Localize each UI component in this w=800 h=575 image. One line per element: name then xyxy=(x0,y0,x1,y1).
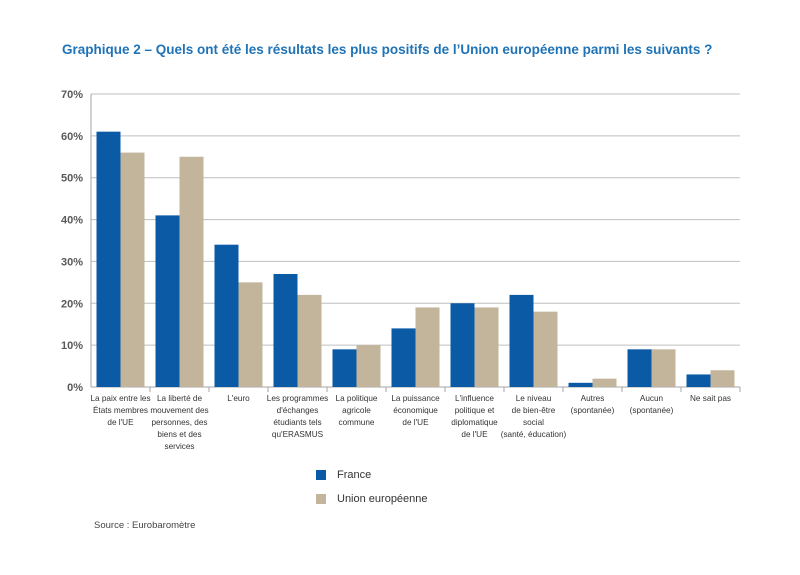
bar-eu xyxy=(592,378,617,387)
y-tick-label: 70% xyxy=(61,89,83,101)
y-tick-label: 0% xyxy=(67,382,83,394)
bar-eu xyxy=(297,294,322,387)
bar-france xyxy=(450,303,475,387)
y-tick-label: 60% xyxy=(61,131,83,143)
x-tick-label: L'influence politique et diplomatique de l'… xyxy=(451,394,498,439)
x-tick-label: Autres (spontanée) xyxy=(571,394,615,415)
y-tick-label: 20% xyxy=(61,298,83,310)
y-tick-label: 40% xyxy=(61,215,83,227)
legend-item-france: France xyxy=(316,467,428,483)
x-tick-label: Aucun (spontanée) xyxy=(630,394,674,415)
legend: France Union européenne xyxy=(316,467,428,507)
bar-france xyxy=(391,328,416,387)
y-tick-label: 50% xyxy=(61,173,83,185)
y-tick-label: 30% xyxy=(61,256,83,268)
bar-eu xyxy=(356,345,381,387)
chart-title: Graphique 2 – Quels ont été les résultat… xyxy=(62,42,713,57)
x-tick-label: Ne sait pas xyxy=(690,394,731,403)
legend-item-eu: Union européenne xyxy=(316,491,428,507)
bar-eu xyxy=(415,307,440,387)
x-tick-label: La puissance économique de l'UE xyxy=(391,394,440,427)
bar-eu xyxy=(238,282,263,387)
bar-eu xyxy=(533,311,558,387)
bar-eu xyxy=(651,349,676,387)
legend-swatch-eu xyxy=(316,494,326,504)
bar-eu xyxy=(120,152,145,387)
bar-france xyxy=(627,349,652,387)
y-tick-label: 10% xyxy=(61,340,83,352)
legend-label-france: France xyxy=(337,469,372,481)
bar-france xyxy=(509,294,534,387)
legend-label-eu: Union européenne xyxy=(337,493,428,505)
x-tick-label: La paix entre les États membres de l'UE xyxy=(90,394,150,427)
x-tick-label: La politique agricole commune xyxy=(336,394,378,427)
bar-france xyxy=(686,374,711,387)
bar-france xyxy=(568,382,593,387)
bar-eu xyxy=(474,307,499,387)
x-tick-label: Le niveau de bien-être social (santé, éduca… xyxy=(501,394,567,439)
source-note: Source : Eurobaromètre xyxy=(94,520,196,531)
bar-eu xyxy=(179,156,204,387)
bar-france xyxy=(155,215,180,387)
x-tick-label: Les programmes d'échanges étudiants tels qu… xyxy=(267,394,328,439)
x-tick-label: L'euro xyxy=(227,394,250,403)
legend-swatch-france xyxy=(316,470,326,480)
bar-eu xyxy=(710,370,735,387)
bar-france xyxy=(332,349,357,387)
bar-france xyxy=(214,244,239,387)
bar-france xyxy=(273,273,298,387)
bar-france xyxy=(96,131,121,387)
x-tick-label: La liberté de mouvement des personnes, des… xyxy=(150,394,208,451)
